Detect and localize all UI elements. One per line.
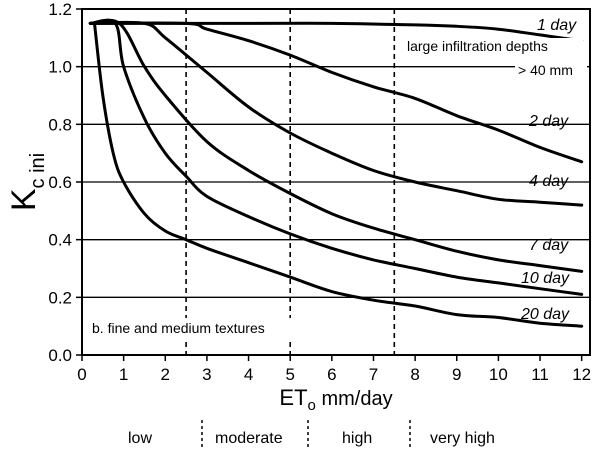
x-axis-title-text: ETo mm/day xyxy=(279,385,392,414)
band-label-high: high xyxy=(342,430,372,447)
x-tick-label-0: 0 xyxy=(77,365,86,384)
y-tick-label-1: 0.2 xyxy=(48,288,72,307)
y-axis-title: Kc ini xyxy=(5,153,49,211)
y-axis-title-sub: c ini xyxy=(27,153,49,189)
y-axis-title-text: Kc ini xyxy=(5,153,49,211)
x-tick-label-5: 5 xyxy=(285,365,294,384)
annotation-background xyxy=(405,38,583,55)
x-axis-title-main: ET xyxy=(279,385,307,410)
annotations: large infiltration depths > 40 mm b. fin… xyxy=(88,38,587,338)
x-tick-label-8: 8 xyxy=(410,365,419,384)
series-label-1-day: 1 day xyxy=(537,17,577,34)
panel-note: b. fine and medium textures xyxy=(92,320,265,336)
series-line-20-day xyxy=(93,21,584,328)
series-label-2-day: 2 day xyxy=(528,113,569,130)
series-line-2-day xyxy=(88,21,584,164)
infiltration-note-line1: large infiltration depths xyxy=(407,38,548,54)
series-line-10-day xyxy=(88,18,584,296)
curve-labels: 1 day 2 day 4 day 7 day 10 day 20 day xyxy=(520,17,577,323)
y-tick-label-5: 1.0 xyxy=(48,58,72,77)
x-tick-label-9: 9 xyxy=(452,365,461,384)
x-tick-label-4: 4 xyxy=(244,365,253,384)
x-tick-label-10: 10 xyxy=(489,365,508,384)
x-axis-title: ETo mm/day xyxy=(279,385,392,414)
ET-class-dividers xyxy=(185,9,396,355)
x-axis-title-sub: o xyxy=(308,397,316,414)
grid-lines xyxy=(82,66,590,298)
ET-class-bands: low moderate high very high xyxy=(128,420,495,449)
y-tick-label-0: 0.0 xyxy=(48,346,72,365)
series-curves xyxy=(88,18,584,328)
series-line-1-day xyxy=(88,21,584,43)
x-tick-label-7: 7 xyxy=(369,365,378,384)
x-tick-label-2: 2 xyxy=(161,365,170,384)
x-tick-label-3: 3 xyxy=(202,365,211,384)
band-label-very-high: very high xyxy=(430,430,495,447)
y-tick-label-4: 0.8 xyxy=(48,115,72,134)
series-label-4-day: 4 day xyxy=(529,173,569,190)
x-tick-label-12: 12 xyxy=(572,365,591,384)
x-tick-label-11: 11 xyxy=(531,365,549,384)
y-tick-label-2: 0.4 xyxy=(48,231,72,250)
series-label-7-day: 7 day xyxy=(529,237,569,254)
y-tick-label-3: 0.6 xyxy=(48,173,72,192)
y-axis-title-main: K xyxy=(5,188,43,211)
infiltration-note-line2: > 40 mm xyxy=(518,62,573,78)
series-line-4-day xyxy=(88,20,584,207)
x-axis-title-rest: mm/day xyxy=(316,388,393,410)
series-line-7-day xyxy=(88,18,584,273)
x-tick-label-6: 6 xyxy=(327,365,336,384)
series-label-20-day: 20 day xyxy=(520,306,570,323)
series-label-10-day: 10 day xyxy=(521,270,570,287)
x-tick-label-1: 1 xyxy=(119,365,128,384)
annotation-background-2 xyxy=(515,62,587,79)
panel-note-background xyxy=(88,318,306,338)
axis-ticks: 0.00.20.40.60.81.01.20 1 2 3 4 5 6 7 8 9 10 11 12 xyxy=(48,0,591,384)
y-tick-label-6: 1.2 xyxy=(48,0,72,19)
band-label-low: low xyxy=(128,430,152,447)
band-label-moderate: moderate xyxy=(215,430,283,447)
